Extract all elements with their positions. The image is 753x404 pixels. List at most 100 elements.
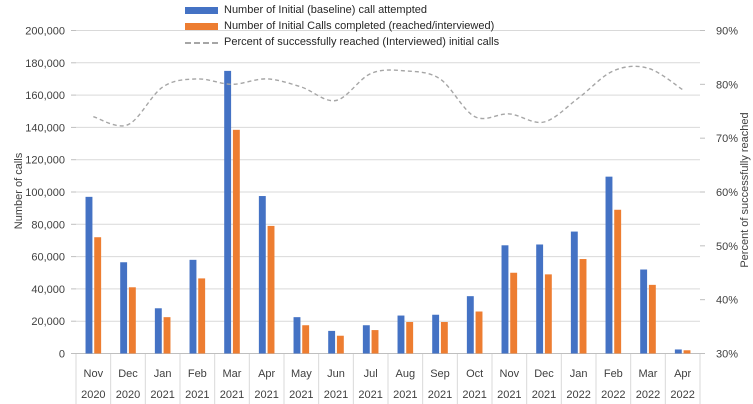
bar <box>328 330 336 354</box>
bar <box>224 70 232 354</box>
svg-text:180,000: 180,000 <box>25 58 65 70</box>
bar <box>371 330 379 354</box>
svg-text:2020: 2020 <box>116 389 140 401</box>
y-axis-title-right: Percent of successfully reached <box>739 112 751 268</box>
bar <box>120 262 128 354</box>
svg-text:Jan: Jan <box>154 368 172 380</box>
bar <box>466 296 474 354</box>
bar <box>605 176 613 354</box>
legend-item-percent: Percent of successfully reached (Intervi… <box>185 36 499 49</box>
bar <box>302 325 310 354</box>
svg-text:2021: 2021 <box>289 389 313 401</box>
svg-text:2021: 2021 <box>220 389 244 401</box>
svg-text:2021: 2021 <box>497 389 521 401</box>
svg-text:50%: 50% <box>716 241 738 253</box>
legend-item-attempted: Number of Initial (baseline) call attemp… <box>185 4 499 17</box>
legend-label-attempted: Number of Initial (baseline) call attemp… <box>224 4 427 16</box>
bar <box>336 335 344 354</box>
svg-text:160,000: 160,000 <box>25 90 65 102</box>
bars-completed <box>94 129 691 354</box>
svg-text:2022: 2022 <box>601 389 625 401</box>
svg-text:Apr: Apr <box>674 368 691 380</box>
svg-text:40%: 40% <box>716 295 738 307</box>
bar <box>232 129 240 354</box>
svg-text:Feb: Feb <box>604 368 623 380</box>
bar <box>267 225 275 354</box>
bar <box>128 287 136 354</box>
svg-text:2021: 2021 <box>358 389 382 401</box>
svg-text:40,000: 40,000 <box>31 284 65 296</box>
bar <box>406 322 414 354</box>
svg-text:Mar: Mar <box>223 368 242 380</box>
svg-text:Jul: Jul <box>364 368 378 380</box>
bar <box>640 269 648 354</box>
legend-label-percent: Percent of successfully reached (Intervi… <box>224 36 500 48</box>
bar <box>258 196 266 354</box>
svg-text:2022: 2022 <box>566 389 590 401</box>
bar <box>154 308 162 354</box>
svg-text:Jan: Jan <box>570 368 588 380</box>
bar <box>198 278 206 354</box>
svg-text:2021: 2021 <box>393 389 417 401</box>
bar <box>648 284 656 354</box>
bar <box>570 231 578 354</box>
svg-text:Dec: Dec <box>534 368 554 380</box>
svg-text:60,000: 60,000 <box>31 252 65 264</box>
svg-text:Dec: Dec <box>118 368 138 380</box>
svg-text:Mar: Mar <box>639 368 658 380</box>
svg-text:2021: 2021 <box>532 389 556 401</box>
legend-swatch-percent-dashed-line <box>185 41 218 44</box>
legend-swatch-completed-bar <box>185 23 218 30</box>
svg-text:Aug: Aug <box>396 368 416 380</box>
bar <box>536 244 544 354</box>
svg-text:Nov: Nov <box>500 368 520 380</box>
svg-text:100,000: 100,000 <box>25 187 65 199</box>
svg-text:2021: 2021 <box>254 389 278 401</box>
svg-text:20,000: 20,000 <box>31 316 65 328</box>
svg-text:2021: 2021 <box>185 389 209 401</box>
bar <box>432 314 440 354</box>
svg-text:Jun: Jun <box>327 368 345 380</box>
svg-text:Nov: Nov <box>84 368 104 380</box>
bar <box>163 317 171 354</box>
svg-text:2022: 2022 <box>670 389 694 401</box>
gridlines <box>76 30 700 322</box>
y-axis-left-tick-labels: 0 20,000 40,000 60,000 80,000 100,000 120,000 1… <box>25 26 76 361</box>
legend-swatch-attempted-bar <box>185 7 218 14</box>
bar <box>362 325 370 354</box>
legend-label-completed: Number of Initial Calls completed (reach… <box>224 20 495 32</box>
bar <box>510 272 518 354</box>
svg-text:Apr: Apr <box>258 368 275 380</box>
bar <box>683 350 691 354</box>
bars-attempted <box>85 70 682 354</box>
svg-text:Oct: Oct <box>466 368 483 380</box>
svg-text:2021: 2021 <box>324 389 348 401</box>
y-axis-title-left: Number of calls <box>13 152 25 230</box>
y-axis-right-tick-labels: 30% 40% 50% 60% 70% 80% 90% <box>700 26 738 361</box>
svg-text:30%: 30% <box>716 349 738 361</box>
svg-text:2021: 2021 <box>150 389 174 401</box>
bar <box>674 349 682 354</box>
bar <box>544 274 552 354</box>
bar <box>579 259 587 354</box>
svg-text:Sep: Sep <box>430 368 450 380</box>
svg-text:2021: 2021 <box>462 389 486 401</box>
svg-text:60%: 60% <box>716 187 738 199</box>
bar <box>85 196 93 354</box>
percent-reached-line <box>93 65 684 127</box>
legend: Number of Initial (baseline) call attemp… <box>185 4 499 49</box>
x-axis-separators <box>75 353 701 404</box>
bar <box>614 209 622 354</box>
svg-text:0: 0 <box>59 349 65 361</box>
bar <box>475 311 483 354</box>
x-axis-labels: Nov 2020 Dec 2020 Jan 2021 Feb 2021 Mar 2021 Apr 20… <box>81 368 695 401</box>
bar <box>94 237 102 354</box>
svg-text:90%: 90% <box>716 26 738 38</box>
svg-text:200,000: 200,000 <box>25 26 65 38</box>
bar <box>501 245 509 354</box>
svg-text:80,000: 80,000 <box>31 219 65 231</box>
bar <box>397 315 405 354</box>
svg-text:May: May <box>291 368 312 380</box>
